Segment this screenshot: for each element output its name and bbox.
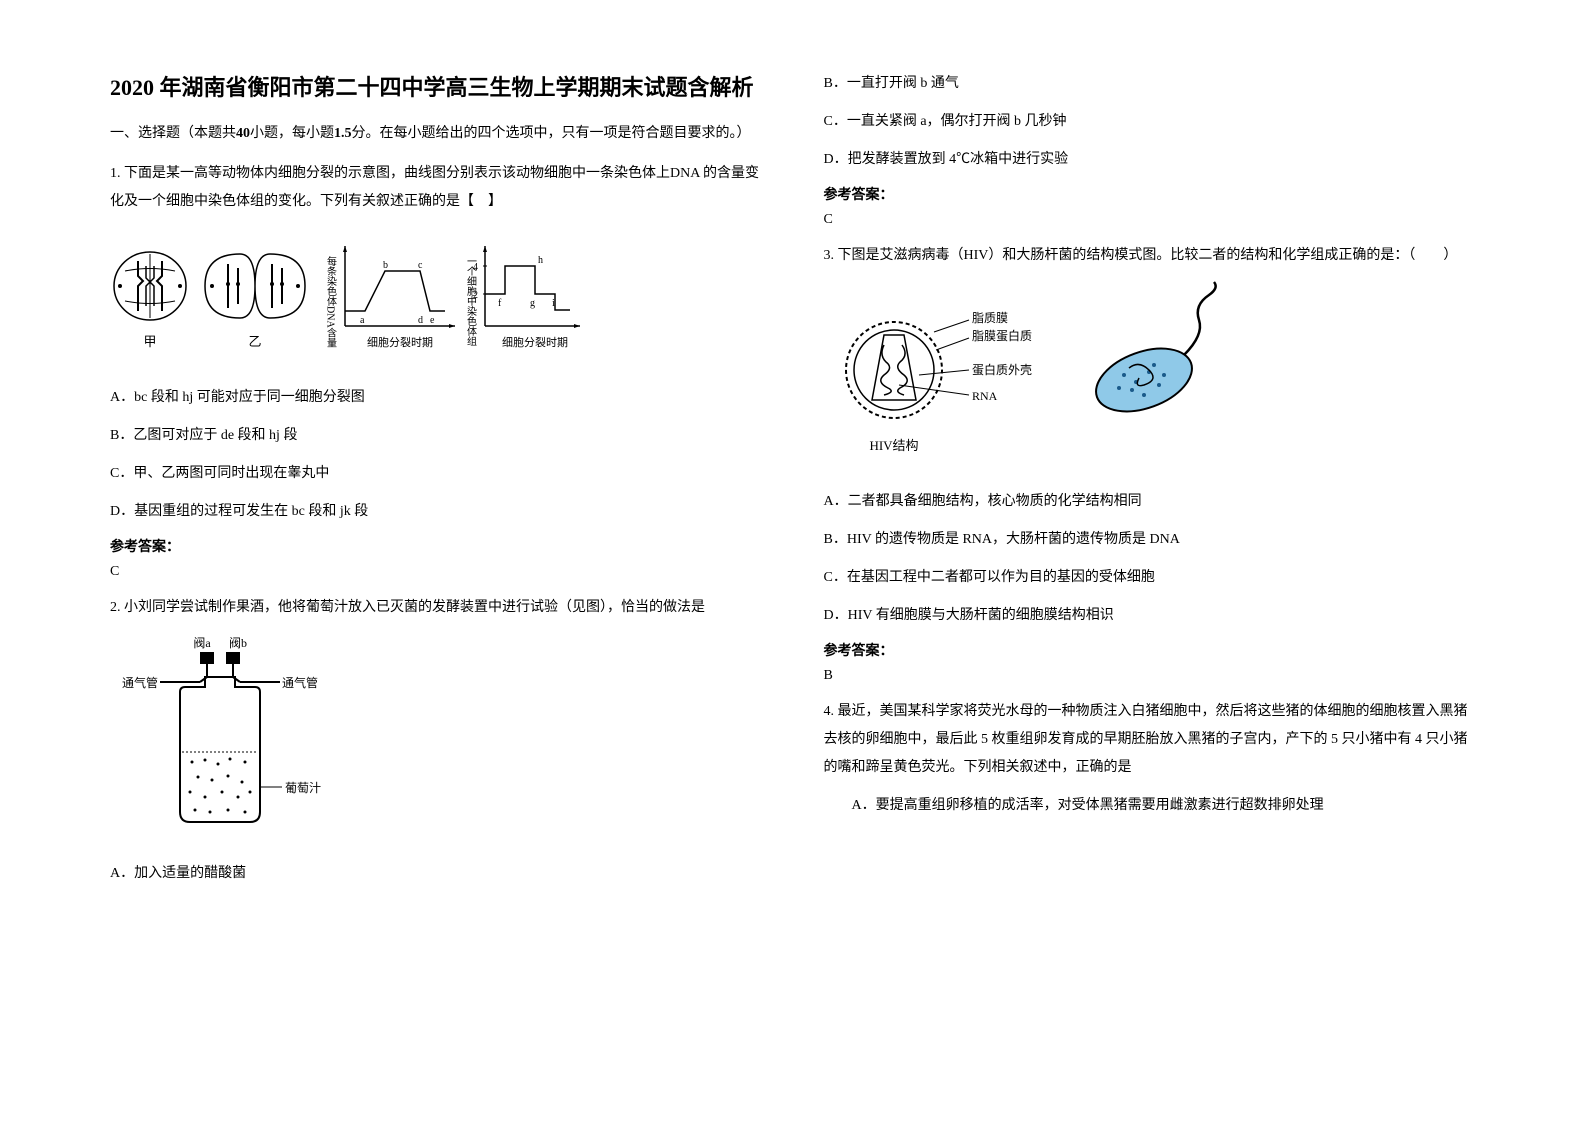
q4-option-a: A．要提高重组卵移植的成活率，对受体黑猪需要用雌激素进行超数排卵处理: [824, 792, 1478, 820]
section-points: 1.5: [334, 126, 352, 141]
svg-text:g: g: [530, 298, 535, 309]
q1-option-a: A．bc 段和 hj 可能对应于同一细胞分裂图: [110, 384, 764, 412]
q1-stem: 1. 下面是某一高等动物体内细胞分裂的示意图，曲线图分别表示该动物细胞中一条染色…: [110, 160, 764, 216]
section-count: 40: [236, 126, 250, 141]
q3-stem: 3. 下图是艾滋病病毒（HIV）和大肠杆菌的结构模式图。比较二者的结构和化学组成…: [824, 242, 1478, 270]
q1-option-d: D．基因重组的过程可发生在 bc 段和 jk 段: [110, 498, 764, 526]
q1-answer-label: 参考答案：: [110, 536, 764, 556]
q3-option-a: A．二者都具备细胞结构，核心物质的化学结构相同: [824, 488, 1478, 516]
section-header: 一、选择题（本题共40小题，每小题1.5分。在每小题给出的四个选项中，只有一项是…: [110, 121, 764, 146]
svg-text:i: i: [552, 298, 555, 309]
q2-option-a: A．加入适量的醋酸菌: [110, 860, 764, 888]
q4-stem: 4. 最近，美国某科学家将荧光水母的一种物质注入白猪细胞中，然后将这些猪的体细胞…: [824, 698, 1478, 782]
q2-option-b: B．一直打开阀 b 通气: [824, 70, 1478, 98]
q1-figure: 甲 乙 每条染色体DNA含量 a b c d e: [110, 226, 764, 366]
q2-valve-b: 阀b: [229, 636, 247, 650]
q2-juice: 葡萄汁: [285, 781, 321, 795]
q1-fig-yi: 乙: [248, 334, 261, 349]
svg-text:2: 2: [473, 290, 478, 301]
q3-capsid: 蛋白质外壳: [972, 362, 1032, 377]
q3-hiv-label: HIV结构: [869, 438, 918, 453]
q2-option-c: C．一直关紧阀 a，偶尔打开阀 b 几秒钟: [824, 108, 1478, 136]
q3-rna: RNA: [972, 389, 998, 403]
q3-option-d: D．HIV 有细胞膜与大肠杆菌的细胞膜结构相识: [824, 602, 1478, 630]
q3-option-c: C．在基因工程中二者都可以作为目的基因的受体细胞: [824, 564, 1478, 592]
q2-pipe-left: 通气管: [122, 675, 158, 690]
q2-answer-label: 参考答案：: [824, 184, 1478, 204]
q1-fig-jia: 甲: [143, 334, 156, 349]
q1-xaxis2: 细胞分裂时期: [502, 336, 568, 349]
q2-stem: 2. 小刘同学尝试制作果酒，他将葡萄汁放入已灭菌的发酵装置中进行试验（见图），恰…: [110, 594, 764, 622]
q3-membrane-protein: 脂膜蛋白质: [972, 328, 1032, 343]
svg-text:e: e: [430, 315, 435, 326]
q3-option-b: B．HIV 的遗传物质是 RNA，大肠杆菌的遗传物质是 DNA: [824, 526, 1478, 554]
section-prefix: 一、选择题（本题共: [110, 126, 236, 141]
section-mid1: 小题，每小题: [250, 126, 334, 141]
svg-text:h: h: [538, 255, 543, 266]
q2-valve-a: 阀a: [193, 636, 211, 650]
q2-figure: 阀a 阀b 通气管 通气管 葡萄汁: [110, 632, 764, 842]
q2-answer: C: [824, 212, 1478, 228]
q1-xaxis1: 细胞分裂时期: [367, 336, 433, 349]
q1-option-b: B．乙图可对应于 de 段和 hj 段: [110, 422, 764, 450]
svg-text:f: f: [498, 298, 502, 309]
q2-pipe-right: 通气管: [282, 675, 318, 690]
q3-answer-label: 参考答案：: [824, 640, 1478, 660]
page-title: 2020 年湖南省衡阳市第二十四中学高三生物上学期期末试题含解析: [110, 70, 764, 105]
q3-answer: B: [824, 668, 1478, 684]
q3-lipid: 脂质膜: [972, 310, 1008, 325]
svg-text:b: b: [383, 260, 388, 271]
q3-figure: 脂质膜 脂膜蛋白质 蛋白质外壳 RNA HIV结构: [824, 280, 1478, 470]
q1-yaxis1: 每条染色体DNA含量: [325, 255, 337, 348]
q1-answer: C: [110, 564, 764, 580]
svg-text:a: a: [360, 315, 365, 326]
svg-text:d: d: [418, 315, 423, 326]
svg-text:4: 4: [473, 262, 478, 273]
section-suffix: 分。在每小题给出的四个选项中，只有一项是符合题目要求的。）: [352, 126, 751, 141]
q1-option-c: C．甲、乙两图可同时出现在睾丸中: [110, 460, 764, 488]
q2-option-d: D．把发酵装置放到 4℃冰箱中进行实验: [824, 146, 1478, 174]
svg-text:c: c: [418, 260, 423, 271]
